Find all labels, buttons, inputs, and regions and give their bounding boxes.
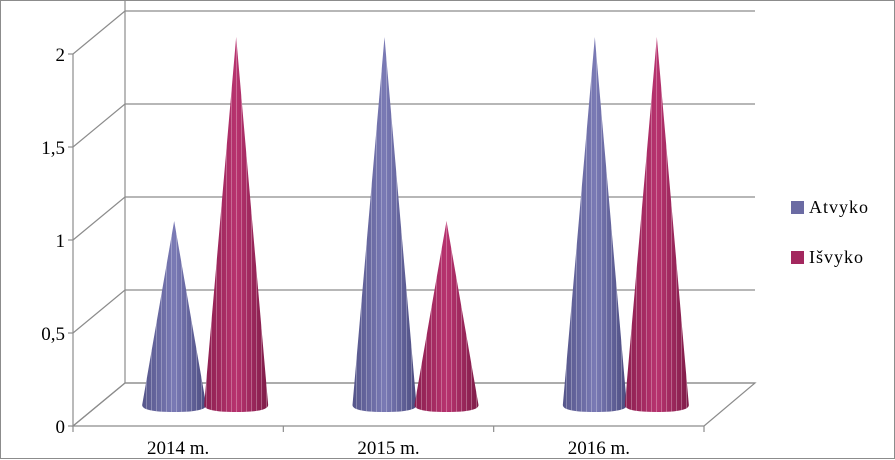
legend-label-atvyko: Atvyko (809, 197, 869, 217)
cone-išvyko-2014m (204, 37, 269, 412)
y-tick-label: 2 (56, 45, 66, 66)
cone-atvyko-2015m (352, 37, 417, 412)
cone-išvyko-2016m (624, 37, 689, 412)
cone-išvyko-2015m (414, 221, 479, 412)
x-tick-label: 2014 m. (147, 438, 209, 459)
cone-texture (562, 37, 627, 412)
axis-layer (68, 1, 757, 432)
label-layer: 0 0,5 1 1,5 2 2014 m. 2015 m. 2016 m. (41, 45, 630, 459)
cone-texture (352, 37, 417, 412)
cone-layer (142, 37, 689, 412)
cone-texture (204, 37, 269, 412)
y-tick-label: 1 (56, 231, 66, 252)
y-tick-label: 0,5 (41, 324, 65, 345)
cone-texture (142, 221, 207, 412)
cone-atvyko-2014m (142, 221, 207, 412)
cone-atvyko-2016m (562, 37, 627, 412)
gridline (72, 10, 755, 55)
y-tick-label: 1,5 (41, 138, 65, 159)
x-tick-label: 2016 m. (568, 438, 630, 459)
x-tick-label: 2015 m. (357, 438, 419, 459)
y-tick-label: 0 (56, 417, 66, 438)
cone-texture (624, 37, 689, 412)
legend: Atvyko Išvyko (791, 197, 869, 267)
cone-texture (414, 221, 479, 412)
legend-swatch-išvyko (791, 251, 804, 264)
legend-swatch-atvyko (791, 201, 804, 214)
legend-label-išvyko: Išvyko (809, 247, 864, 267)
